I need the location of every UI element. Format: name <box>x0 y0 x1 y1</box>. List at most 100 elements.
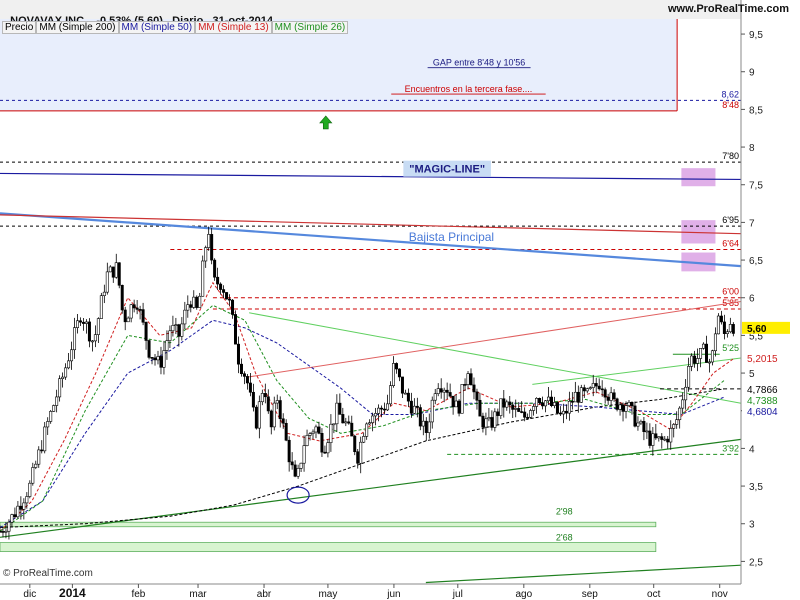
candle-body <box>165 340 169 351</box>
candle-body <box>314 426 318 433</box>
candle-body <box>403 392 407 395</box>
candle-body <box>341 414 345 424</box>
candle-body <box>156 356 160 361</box>
candles <box>0 226 735 540</box>
candle-body <box>111 266 115 278</box>
candle-body <box>466 373 470 385</box>
candle-body <box>618 404 622 410</box>
candle-body <box>585 388 589 392</box>
annotation-text: 2'68 <box>556 532 573 542</box>
candle-body <box>696 358 700 364</box>
candle-body <box>573 391 577 403</box>
annotation-text: Bajista Principal <box>409 230 494 244</box>
candle-body <box>651 433 655 446</box>
candle-body <box>439 388 443 393</box>
candle-body <box>520 411 524 413</box>
annotation-text: 2'98 <box>556 507 573 517</box>
candle-body <box>81 321 85 324</box>
candle-body <box>353 435 357 453</box>
candle-body <box>105 271 109 293</box>
candle-body <box>389 385 393 405</box>
candle-body <box>544 400 548 407</box>
candle-body <box>430 399 434 423</box>
y-tick-label: 7,5 <box>749 181 763 192</box>
candle-body <box>391 363 395 386</box>
level-label: 6'64 <box>722 239 739 249</box>
candle-body <box>374 413 378 417</box>
candle-body <box>535 398 539 407</box>
candle-body <box>541 402 545 407</box>
candle-body <box>359 441 363 464</box>
annotation-bg <box>403 160 491 177</box>
candle-body <box>189 304 193 308</box>
y-tick-label: 7 <box>749 218 755 229</box>
candle-body <box>102 291 106 296</box>
zone-purple-box-3 <box>681 252 716 272</box>
candle-body <box>731 324 735 334</box>
candle-body <box>278 400 282 420</box>
price-label: 4,7866 <box>747 385 778 396</box>
candle-body <box>552 402 556 406</box>
candle-body <box>162 350 166 368</box>
y-tick-label: 6 <box>749 294 755 305</box>
candle-body <box>201 260 205 297</box>
candle-body <box>93 334 97 342</box>
candle-body <box>397 368 401 378</box>
legend-sma13[interactable]: MM (Simple 13) <box>195 21 272 34</box>
candle-body <box>642 421 646 432</box>
candle-body <box>126 317 130 323</box>
candle-body <box>648 430 652 446</box>
candle-body <box>150 357 154 359</box>
candle-body <box>326 442 330 454</box>
candle-body <box>672 424 676 429</box>
header-bar <box>0 0 800 19</box>
candle-body <box>171 325 175 332</box>
candle-body <box>141 309 145 323</box>
candle-body <box>490 417 494 428</box>
candle-body <box>725 331 729 334</box>
legend-price[interactable]: Precio <box>2 21 37 34</box>
green-arrow-icon <box>319 115 333 130</box>
candle-body <box>699 348 703 359</box>
candle-body <box>669 428 673 443</box>
ma-line <box>0 319 725 528</box>
candle-body <box>317 426 321 434</box>
site-label[interactable]: www.ProRealTime.com <box>668 3 790 15</box>
trendline-canal-rojo <box>249 301 742 378</box>
candle-body <box>394 363 398 370</box>
legend-sma200[interactable]: MM (Simple 200) <box>36 21 119 34</box>
candle-body <box>168 330 172 341</box>
candle-body <box>22 502 26 510</box>
y-tick-label: 4 <box>749 444 755 455</box>
candle-body <box>511 404 515 410</box>
candle-body <box>219 283 223 290</box>
candle-body <box>281 418 285 424</box>
candle-body <box>418 407 422 427</box>
candle-body <box>427 421 431 433</box>
y-tick-label: 6,5 <box>749 256 763 267</box>
candle-body <box>436 388 440 394</box>
candle-body <box>25 496 29 504</box>
candle-body <box>70 349 74 362</box>
candle-body <box>108 266 112 273</box>
candle-body <box>305 435 309 446</box>
candle-body <box>424 420 428 433</box>
candle-body <box>183 309 187 325</box>
candle-body <box>117 262 121 286</box>
candle-body <box>421 420 425 427</box>
candle-body <box>210 234 214 261</box>
candle-body <box>719 315 723 323</box>
zone-gap-zone <box>0 19 678 111</box>
candle-body <box>31 467 35 484</box>
candle-body <box>383 408 387 411</box>
candle-body <box>442 389 446 393</box>
candle-body <box>251 391 255 408</box>
candle-body <box>445 389 449 393</box>
legend-sma50[interactable]: MM (Simple 50) <box>118 21 196 34</box>
trendline-resistencia-roja <box>0 214 742 235</box>
candle-body <box>207 234 211 248</box>
candle-body <box>263 393 267 398</box>
watermark: © ProRealTime.com <box>3 568 93 579</box>
legend-sma26[interactable]: MM (Simple 26) <box>271 21 349 34</box>
